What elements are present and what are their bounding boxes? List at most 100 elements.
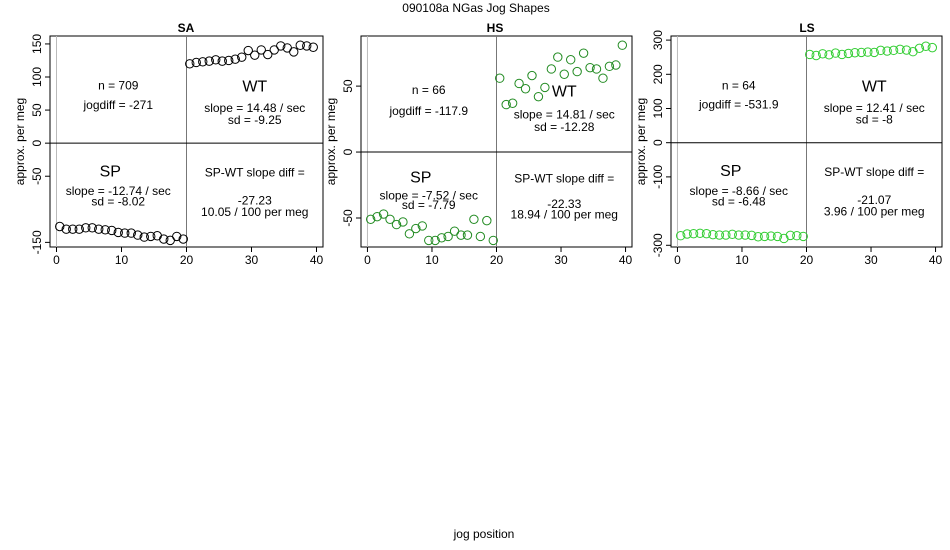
- data-point: [146, 231, 156, 242]
- data-point: [417, 221, 427, 231]
- data-point: [882, 46, 892, 56]
- data-point: [682, 229, 692, 239]
- data-point: [514, 78, 524, 89]
- data-point: [559, 69, 569, 79]
- x-tick-label: 30: [554, 253, 568, 267]
- y-axis-label: approx. per meg: [13, 98, 27, 185]
- diff-value-label: -22.33: [547, 197, 581, 211]
- data-point: [87, 223, 97, 233]
- panel-title: HS: [487, 21, 504, 35]
- data-point: [61, 224, 71, 234]
- sp-label: SP: [410, 169, 431, 186]
- jogdiff-label: jogdiff = -117.9: [388, 104, 468, 118]
- x-tick-label: 30: [864, 253, 878, 267]
- sp-label: SP: [100, 163, 121, 180]
- panel-title: LS: [799, 21, 814, 35]
- x-tick-label: 0: [364, 253, 371, 267]
- chart-supertitle: 090108a NGas Jog Shapes: [402, 1, 549, 15]
- data-point: [766, 231, 776, 241]
- data-point: [701, 228, 712, 239]
- data-point: [133, 230, 143, 240]
- data-point: [302, 41, 312, 51]
- data-point: [385, 214, 395, 225]
- data-point: [817, 49, 828, 59]
- y-tick-label: -50: [30, 167, 44, 185]
- data-point: [126, 228, 136, 238]
- data-point: [224, 55, 234, 66]
- x-tick-label: 10: [735, 253, 749, 267]
- data-point: [888, 45, 899, 56]
- y-tick-label: 50: [341, 79, 355, 93]
- diff-value-label: -27.23: [238, 193, 272, 207]
- data-point: [901, 45, 912, 55]
- data-point: [289, 47, 299, 57]
- data-point: [113, 227, 123, 238]
- y-axis-label: approx. per meg: [324, 98, 338, 185]
- data-point: [100, 225, 110, 235]
- data-point: [914, 43, 925, 54]
- diff-per-label: 18.94 / 100 per meg: [511, 208, 618, 222]
- data-point: [94, 224, 104, 234]
- data-point: [772, 231, 783, 242]
- wt-slope-label: slope = 14.48 / sec: [204, 101, 305, 115]
- y-tick-label: 100: [651, 98, 665, 118]
- data-point: [779, 233, 789, 244]
- x-tick-label: 0: [674, 253, 681, 267]
- data-point: [805, 49, 815, 60]
- data-point: [159, 234, 169, 244]
- data-point: [204, 56, 214, 66]
- panel-sa: SA 0 10 20 30 40 -150 -50 0 50 100 150 approx. per m…: [13, 21, 324, 267]
- diff-per-label: 10.05 / 100 per meg: [201, 205, 308, 219]
- data-point: [533, 91, 544, 102]
- count-label: n = 66: [412, 83, 446, 97]
- data-point: [553, 52, 563, 62]
- data-point: [152, 231, 162, 241]
- data-point: [876, 45, 886, 56]
- data-point: [869, 47, 879, 58]
- data-point: [520, 84, 531, 94]
- diff-per-label: 3.96 / 100 per meg: [824, 205, 925, 219]
- data-point: [714, 230, 725, 240]
- data-point: [411, 223, 421, 234]
- data-point: [263, 49, 273, 60]
- data-point: [591, 64, 602, 74]
- data-point: [856, 47, 867, 58]
- sp-label: SP: [720, 163, 741, 180]
- data-point: [74, 224, 84, 234]
- data-point: [753, 232, 763, 242]
- data-point: [55, 221, 65, 232]
- data-point: [424, 235, 434, 246]
- data-point: [746, 230, 757, 241]
- data-point: [921, 41, 931, 51]
- panel-title: SA: [178, 21, 195, 35]
- data-point: [462, 230, 473, 240]
- data-point: [863, 47, 873, 57]
- x-tick-label: 0: [53, 253, 60, 267]
- y-tick-label: 200: [651, 64, 665, 84]
- count-label: n = 64: [722, 78, 756, 92]
- y-tick-label: 50: [30, 103, 44, 117]
- y-tick-label: 0: [651, 139, 665, 146]
- data-point: [120, 228, 130, 238]
- data-point: [276, 41, 286, 51]
- data-point: [824, 50, 834, 60]
- data-point: [837, 49, 847, 60]
- data-point: [81, 223, 91, 233]
- data-point: [308, 42, 318, 52]
- data-point: [404, 229, 415, 239]
- wt-label: WT: [862, 78, 887, 95]
- data-point: [585, 62, 595, 73]
- sp-slope-label: slope = -7.52 / sec: [380, 189, 478, 203]
- y-tick-label: -150: [30, 230, 44, 254]
- data-point: [372, 211, 382, 222]
- y-tick-label: 100: [30, 67, 44, 87]
- data-point: [430, 235, 440, 246]
- data-point: [250, 50, 260, 60]
- data-point: [811, 50, 821, 61]
- data-point: [456, 230, 466, 240]
- y-tick-label: -300: [651, 233, 665, 257]
- data-point: [540, 82, 550, 93]
- data-point: [740, 230, 750, 240]
- data-point: [843, 48, 854, 59]
